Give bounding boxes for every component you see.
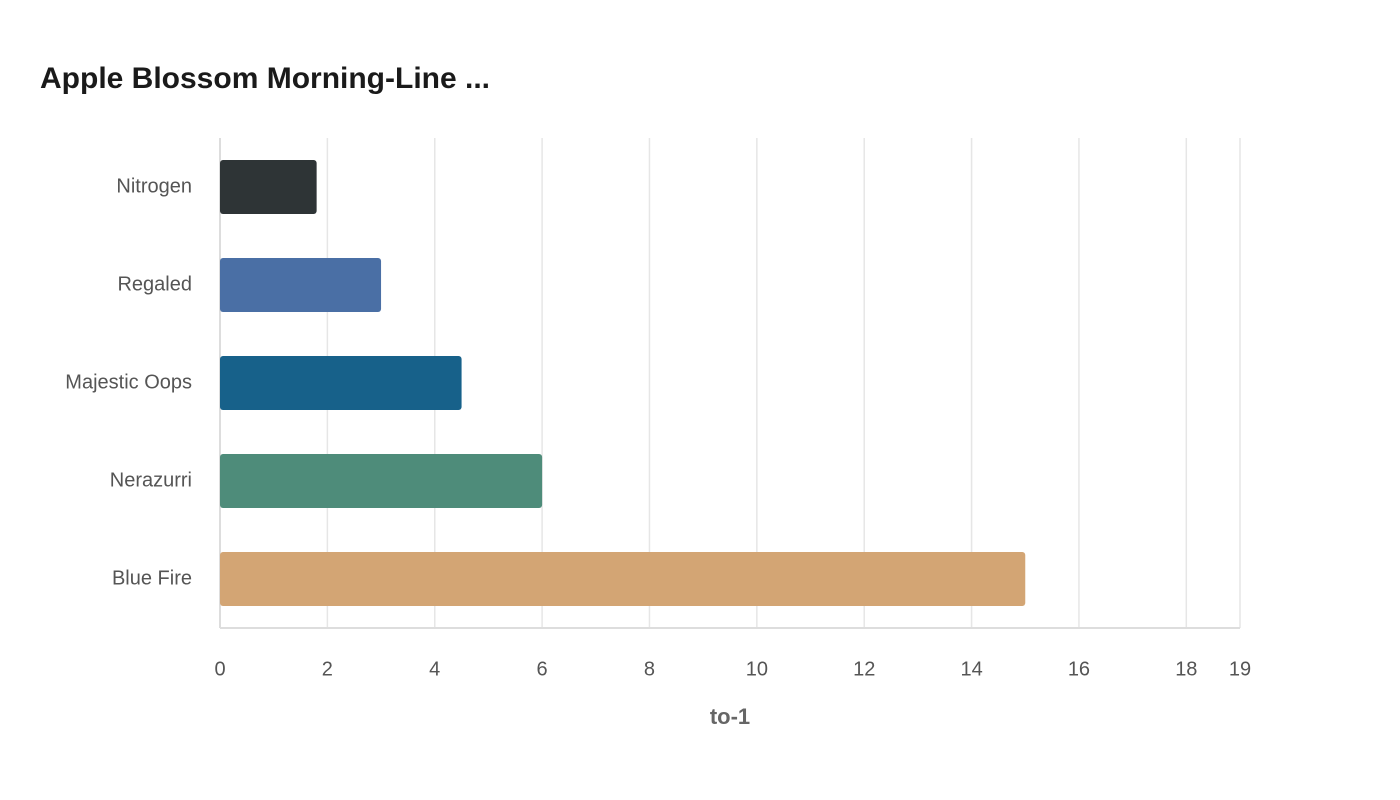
y-tick-label: Majestic Oops xyxy=(65,371,192,393)
bar xyxy=(220,258,382,312)
y-tick-label: Nerazurri xyxy=(110,469,192,491)
y-tick-label: Blue Fire xyxy=(112,567,192,589)
bar xyxy=(220,160,317,214)
x-tick-label: 19 xyxy=(1229,658,1251,680)
x-tick-label: 2 xyxy=(322,658,333,680)
x-tick-label: 4 xyxy=(429,658,440,680)
x-tick-label: 10 xyxy=(746,658,768,680)
bar xyxy=(220,356,462,410)
x-tick-label: 8 xyxy=(644,658,655,680)
x-axis-label: to-1 xyxy=(710,704,750,729)
x-tick-label: 6 xyxy=(537,658,548,680)
x-tick-label: 14 xyxy=(960,658,982,680)
y-tick-label: Regaled xyxy=(117,273,192,295)
x-tick-label: 16 xyxy=(1068,658,1090,680)
x-tick-label: 18 xyxy=(1175,658,1197,680)
x-tick-label: 12 xyxy=(853,658,875,680)
x-tick-label: 0 xyxy=(214,658,225,680)
bar xyxy=(220,552,1026,606)
bar xyxy=(220,454,543,508)
y-tick-label: Nitrogen xyxy=(116,175,192,197)
chart-title: Apple Blossom Morning-Line ... xyxy=(40,62,490,95)
